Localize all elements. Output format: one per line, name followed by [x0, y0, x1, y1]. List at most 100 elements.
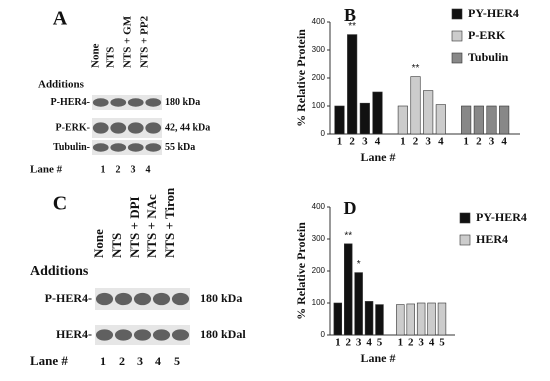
x-tick-label: 1 [400, 136, 406, 148]
row-label: P-HER4- [45, 291, 92, 305]
y-tick-label: 200 [312, 266, 326, 275]
lane-number: 3 [131, 164, 136, 175]
legend-label: Tubulin [468, 50, 509, 64]
x-tick-label: 1 [463, 136, 469, 148]
legend-swatch [451, 30, 463, 42]
blot-band [114, 292, 133, 306]
blot-band [133, 292, 152, 306]
x-tick-label: 3 [362, 136, 368, 148]
blot-band [133, 329, 152, 341]
bar [372, 91, 383, 135]
significance-mark: ** [412, 63, 420, 74]
bar [333, 302, 343, 336]
x-tick-label: 5 [377, 337, 383, 349]
x-tick-label: 2 [476, 136, 482, 148]
legend-swatch [451, 8, 463, 20]
y-tick-label: 0 [321, 330, 326, 339]
size-label: 180 kDal [200, 327, 246, 341]
y-tick-label: 200 [312, 73, 326, 82]
additions-label: Additions [38, 79, 85, 91]
blot-band [92, 98, 109, 107]
y-tick-label: 100 [312, 101, 326, 110]
blot-band [152, 329, 171, 341]
blot-band [95, 292, 114, 306]
blot-band [171, 292, 190, 306]
panel-letter: A [53, 8, 68, 30]
blot-band [145, 122, 162, 134]
y-tick-label: 300 [312, 234, 326, 243]
legend-label: P-ERK [468, 28, 506, 42]
bar [406, 303, 415, 336]
x-tick-label: 3 [425, 136, 431, 148]
row-label: P-ERK- [56, 122, 90, 133]
lane-number: 4 [146, 164, 151, 175]
x-tick-label: 3 [418, 337, 424, 349]
column-header: NTS + GM [122, 15, 134, 68]
blot-strip [92, 140, 162, 155]
significance-mark: * [357, 259, 361, 270]
panel-letter: C [53, 193, 67, 215]
blot-band [110, 98, 127, 107]
bar [427, 302, 436, 336]
blot-band [171, 329, 190, 341]
column-header: NTS + NAc [144, 194, 159, 258]
y-tick-label: 400 [312, 17, 326, 26]
bar [347, 34, 358, 135]
column-header: None [90, 43, 102, 68]
blot-band [145, 143, 162, 152]
size-label: 42, 44 kDa [165, 122, 210, 133]
bar [397, 105, 408, 135]
blot-band [127, 143, 144, 152]
x-axis-label: Lane # [360, 150, 395, 164]
bar [473, 105, 484, 135]
blot-band [95, 329, 114, 341]
blot-band [127, 122, 144, 134]
lane-number: 1 [101, 164, 106, 175]
bar [354, 272, 363, 336]
bar [410, 76, 421, 135]
x-tick-label: 2 [345, 337, 351, 349]
blot-band [110, 143, 127, 152]
column-header: NTS [105, 47, 117, 68]
size-label: 180 kDa [165, 97, 200, 108]
y-tick-label: 0 [321, 129, 326, 138]
blot-band [145, 98, 162, 107]
x-tick-label: 4 [501, 136, 507, 148]
x-tick-label: 2 [413, 136, 419, 148]
panel-letter: D [344, 198, 357, 218]
bar [423, 90, 434, 135]
significance-mark: ** [348, 21, 356, 32]
legend-swatch [459, 234, 471, 246]
x-tick-label: 1 [337, 136, 343, 148]
x-tick-label: 1 [335, 337, 341, 349]
x-tick-label: 1 [398, 337, 404, 349]
legend-swatch [451, 52, 463, 64]
row-label: HER4- [56, 327, 92, 341]
legend-label: HER4 [476, 232, 508, 246]
additions-label: Additions [30, 264, 89, 279]
x-tick-label: 4 [438, 136, 444, 148]
panel-letter: B [344, 5, 356, 25]
bar [396, 304, 405, 336]
lane-number: 2 [119, 354, 125, 368]
bar [375, 304, 384, 336]
blot-band [92, 122, 109, 134]
blot-band [127, 98, 144, 107]
x-tick-label: 2 [349, 136, 355, 148]
significance-mark: ** [344, 230, 352, 241]
column-header: NTS + DPI [127, 196, 142, 258]
column-header: NTS + Tiron [162, 187, 177, 258]
legend-swatch [459, 212, 471, 224]
x-tick-label: 3 [489, 136, 495, 148]
bar [344, 243, 353, 336]
bar [359, 102, 370, 135]
column-header: NTS + PP2 [139, 15, 151, 68]
lane-number: 1 [100, 354, 106, 368]
x-tick-label: 2 [408, 337, 414, 349]
lane-title: Lane # [30, 164, 63, 176]
x-tick-label: 5 [439, 337, 445, 349]
bar [334, 105, 345, 135]
legend-label: PY-HER4 [476, 210, 527, 224]
x-tick-label: 4 [366, 337, 372, 349]
column-header: NTS [109, 233, 124, 258]
